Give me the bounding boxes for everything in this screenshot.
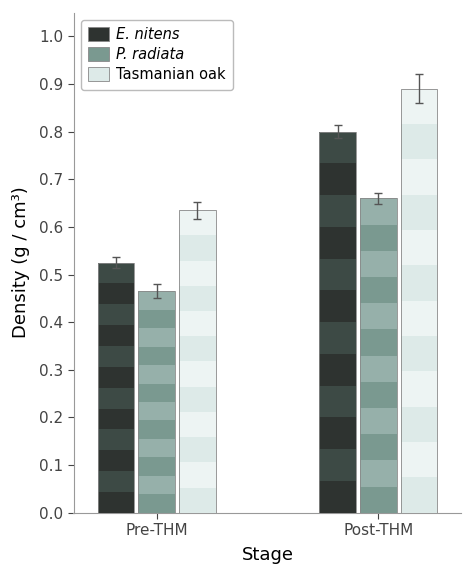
- Bar: [319, 354, 356, 385]
- Bar: [98, 450, 135, 471]
- Bar: [98, 367, 135, 388]
- Bar: [98, 471, 135, 492]
- Bar: [360, 486, 397, 513]
- Bar: [360, 382, 397, 408]
- Bar: [319, 195, 356, 227]
- Bar: [98, 325, 135, 346]
- Bar: [179, 361, 216, 387]
- Bar: [98, 388, 135, 409]
- Bar: [360, 198, 397, 224]
- Bar: [138, 458, 175, 476]
- Bar: [401, 372, 438, 407]
- Bar: [401, 230, 438, 265]
- Bar: [98, 283, 135, 304]
- X-axis label: Stage: Stage: [241, 546, 293, 564]
- Bar: [360, 408, 397, 434]
- Bar: [360, 434, 397, 460]
- Bar: [138, 310, 175, 328]
- Bar: [319, 418, 356, 449]
- Bar: [401, 89, 438, 124]
- Bar: [138, 494, 175, 513]
- Bar: [179, 412, 216, 437]
- Bar: [179, 387, 216, 412]
- Bar: [401, 477, 438, 513]
- Bar: [179, 210, 216, 235]
- Bar: [360, 224, 397, 251]
- Bar: [401, 194, 438, 230]
- Bar: [401, 89, 438, 513]
- Bar: [179, 488, 216, 513]
- Bar: [179, 311, 216, 336]
- Bar: [98, 304, 135, 325]
- Legend: E. nitens, P. radiata, Tasmanian oak: E. nitens, P. radiata, Tasmanian oak: [81, 20, 233, 89]
- Bar: [319, 290, 356, 322]
- Bar: [98, 346, 135, 367]
- Bar: [319, 132, 356, 163]
- Bar: [138, 476, 175, 494]
- Bar: [360, 198, 397, 513]
- Bar: [319, 449, 356, 481]
- Bar: [401, 159, 438, 194]
- Bar: [138, 291, 175, 513]
- Bar: [179, 462, 216, 488]
- Bar: [98, 263, 135, 283]
- Bar: [319, 163, 356, 195]
- Bar: [360, 303, 397, 329]
- Bar: [179, 210, 216, 513]
- Bar: [138, 439, 175, 458]
- Bar: [138, 402, 175, 421]
- Bar: [319, 132, 356, 513]
- Bar: [179, 336, 216, 361]
- Bar: [360, 251, 397, 277]
- Bar: [360, 329, 397, 355]
- Bar: [401, 442, 438, 477]
- Bar: [179, 235, 216, 261]
- Bar: [401, 265, 438, 301]
- Y-axis label: Density (g / cm³): Density (g / cm³): [12, 187, 30, 339]
- Bar: [319, 258, 356, 290]
- Bar: [179, 286, 216, 311]
- Bar: [401, 407, 438, 442]
- Bar: [319, 322, 356, 354]
- Bar: [319, 385, 356, 418]
- Bar: [319, 481, 356, 513]
- Bar: [98, 263, 135, 513]
- Bar: [360, 355, 397, 382]
- Bar: [138, 291, 175, 310]
- Bar: [138, 347, 175, 365]
- Bar: [360, 460, 397, 486]
- Bar: [401, 301, 438, 336]
- Bar: [360, 277, 397, 303]
- Bar: [98, 409, 135, 429]
- Bar: [138, 328, 175, 347]
- Bar: [138, 384, 175, 402]
- Bar: [138, 365, 175, 384]
- Bar: [401, 124, 438, 159]
- Bar: [179, 437, 216, 462]
- Bar: [138, 421, 175, 439]
- Bar: [401, 336, 438, 372]
- Bar: [319, 227, 356, 258]
- Bar: [98, 492, 135, 513]
- Bar: [179, 261, 216, 286]
- Bar: [98, 429, 135, 450]
